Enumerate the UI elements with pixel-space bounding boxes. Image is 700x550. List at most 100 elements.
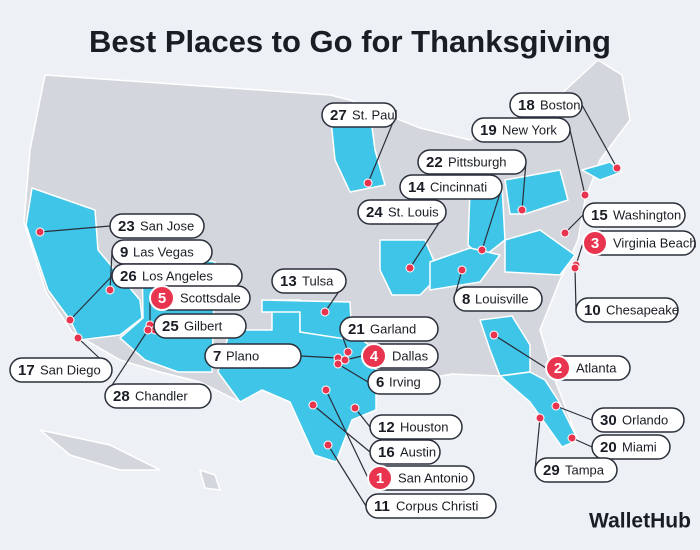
city: Pittsburgh bbox=[448, 154, 507, 169]
connector bbox=[300, 355, 339, 359]
rank: 18 bbox=[518, 97, 535, 114]
connector bbox=[521, 161, 527, 211]
rank: 15 bbox=[591, 207, 608, 224]
city: San Diego bbox=[40, 362, 101, 377]
connector bbox=[39, 225, 111, 233]
label-pill bbox=[471, 117, 571, 143]
label-pill bbox=[591, 434, 671, 460]
rank: 7 bbox=[213, 348, 221, 365]
rank: 20 bbox=[600, 439, 617, 456]
rank: 30 bbox=[600, 412, 617, 429]
city-dot bbox=[35, 227, 45, 237]
connector bbox=[574, 267, 577, 311]
label-pill bbox=[9, 357, 113, 383]
label-pill bbox=[271, 268, 347, 294]
connector bbox=[534, 417, 541, 471]
rank: 1 bbox=[376, 470, 384, 487]
city: Atlanta bbox=[576, 360, 617, 375]
brand: WalletHub bbox=[589, 510, 691, 533]
rank-badge bbox=[361, 343, 387, 369]
city-dot bbox=[143, 325, 153, 335]
rank: 11 bbox=[374, 498, 390, 515]
rank: 27 bbox=[330, 107, 347, 124]
city: Miami bbox=[622, 439, 657, 454]
rank: 28 bbox=[113, 388, 130, 405]
rank: 22 bbox=[426, 154, 443, 171]
city: St. Paul bbox=[352, 107, 398, 122]
city-dot bbox=[567, 433, 577, 443]
city-dot bbox=[405, 263, 415, 273]
connector bbox=[493, 334, 547, 369]
city-dot bbox=[477, 245, 487, 255]
rank: 2 bbox=[554, 360, 562, 377]
city-dot bbox=[73, 333, 83, 343]
city: Chandler bbox=[135, 388, 188, 403]
city-dot bbox=[489, 330, 499, 340]
city-dot bbox=[321, 385, 331, 395]
rank: 17 bbox=[18, 362, 35, 379]
rank: 26 bbox=[120, 268, 137, 285]
connector bbox=[555, 405, 593, 421]
city-dot bbox=[551, 401, 561, 411]
connector bbox=[325, 389, 369, 479]
city: Orlando bbox=[622, 412, 668, 427]
rank: 21 bbox=[348, 321, 365, 338]
connector bbox=[337, 363, 369, 383]
connector bbox=[581, 104, 618, 169]
city: Louisville bbox=[475, 291, 528, 306]
city: St. Louis bbox=[388, 204, 439, 219]
city-dot bbox=[343, 347, 353, 357]
connector bbox=[312, 404, 371, 453]
label-pill bbox=[365, 493, 497, 519]
city-dot bbox=[340, 355, 350, 365]
city: Boston bbox=[540, 97, 580, 112]
rank-badge bbox=[545, 355, 571, 381]
city: Austin bbox=[400, 444, 436, 459]
city: Houston bbox=[400, 419, 448, 434]
label-pill bbox=[369, 439, 441, 465]
city: Las Vegas bbox=[133, 244, 194, 259]
city-dot bbox=[333, 359, 343, 369]
label-pill bbox=[367, 369, 441, 395]
label-pill bbox=[369, 414, 463, 440]
city: Tampa bbox=[565, 462, 605, 477]
city: San Jose bbox=[140, 218, 194, 233]
label-pill bbox=[453, 286, 543, 312]
city-dot bbox=[517, 205, 527, 215]
label-pill bbox=[582, 202, 686, 228]
connector bbox=[327, 444, 367, 507]
city: Plano bbox=[226, 348, 259, 363]
city: Gilbert bbox=[184, 318, 223, 333]
label-pill bbox=[104, 383, 212, 409]
rank: 23 bbox=[118, 218, 135, 235]
city: San Antonio bbox=[398, 470, 468, 485]
rank: 9 bbox=[120, 244, 128, 261]
city: Cincinnati bbox=[430, 179, 487, 194]
city-dot bbox=[350, 403, 360, 413]
city-dot bbox=[535, 413, 545, 423]
city: Irving bbox=[389, 374, 421, 389]
rank: 8 bbox=[462, 291, 470, 308]
rank: 5 bbox=[158, 290, 166, 307]
rank-badge bbox=[149, 285, 175, 311]
city: Garland bbox=[370, 321, 416, 336]
city: Corpus Christi bbox=[396, 498, 478, 513]
rank: 4 bbox=[370, 348, 379, 365]
city: Chesapeake bbox=[606, 302, 679, 317]
label-pill bbox=[339, 316, 439, 342]
city-dot bbox=[105, 285, 115, 295]
rank-badge bbox=[582, 230, 608, 256]
rank: 16 bbox=[378, 444, 395, 461]
city-dot bbox=[320, 307, 330, 317]
rank: 19 bbox=[480, 122, 497, 139]
connector bbox=[569, 129, 586, 196]
connector bbox=[109, 251, 113, 291]
city-dot bbox=[65, 315, 75, 325]
connector bbox=[69, 275, 113, 321]
label-pill bbox=[591, 407, 685, 433]
city: New York bbox=[502, 122, 557, 137]
city: Virginia Beach bbox=[613, 235, 697, 250]
label-pill bbox=[534, 457, 618, 483]
label-pill bbox=[509, 92, 583, 118]
